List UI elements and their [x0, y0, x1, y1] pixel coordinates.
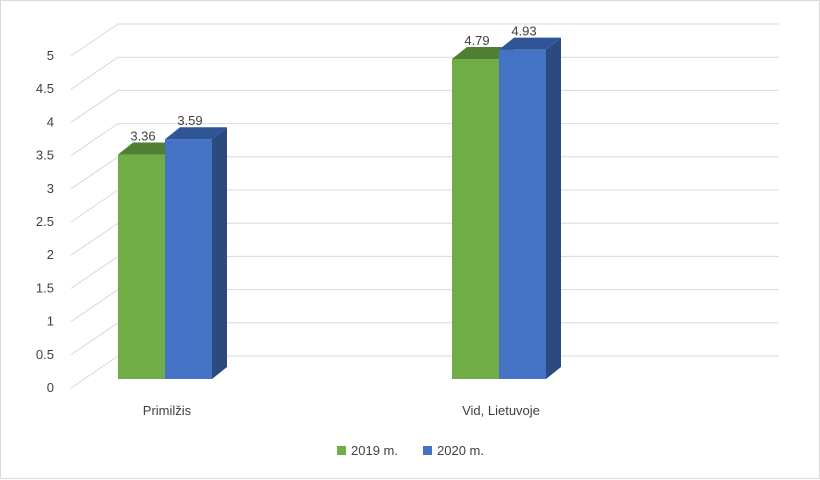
x-category-label: Vid, Lietuvoje [462, 403, 540, 418]
y-tick-label: 5 [47, 48, 54, 63]
bar-top [499, 37, 561, 50]
gridline-diagonal [70, 189, 119, 223]
y-tick-label: 4.5 [36, 81, 54, 96]
legend-swatch [337, 446, 346, 455]
bar-front [118, 154, 165, 379]
bar-front [452, 59, 499, 379]
x-category-label: Primilžis [143, 403, 192, 418]
gridline-diagonal [70, 355, 119, 389]
x-axis-categories: Primilžis Vid, Lietuvoje [143, 403, 540, 418]
y-tick-label: 3.5 [36, 148, 54, 163]
bars [118, 37, 561, 380]
y-tick-label: 4 [47, 114, 54, 129]
data-labels: 3.36 3.59 4.79 4.93 [130, 24, 536, 144]
data-label: 4.79 [464, 33, 489, 48]
gridline-diagonal [70, 89, 119, 123]
gridlines [70, 23, 779, 389]
bar-front [499, 49, 546, 380]
gridline-diagonal [70, 156, 119, 190]
y-tick-label: 2.5 [36, 214, 54, 229]
bar-front [165, 139, 212, 379]
y-tick-label: 1.5 [36, 280, 54, 295]
y-tick-label: 0 [47, 380, 54, 395]
data-label: 3.36 [130, 129, 155, 144]
y-tick-label: 0.5 [36, 347, 54, 362]
data-label: 3.59 [177, 113, 202, 128]
gridline-diagonal [70, 289, 119, 323]
y-tick-label: 2 [47, 247, 54, 262]
gridline-diagonal [70, 322, 119, 356]
legend: 2019 m. 2020 m. [337, 443, 484, 458]
gridline-diagonal [70, 56, 119, 90]
bar-side [546, 37, 561, 380]
legend-label: 2019 m. [351, 443, 398, 458]
gridline-diagonal [70, 255, 119, 289]
data-label: 4.93 [511, 24, 536, 39]
bar-top [118, 142, 180, 155]
gridline-diagonal [70, 123, 119, 157]
legend-label: 2020 m. [437, 443, 484, 458]
bar-side [212, 127, 227, 379]
gridline-diagonal [70, 23, 119, 57]
bar-top [165, 127, 227, 140]
bar-top [452, 47, 514, 60]
y-tick-label: 1 [47, 314, 54, 329]
legend-swatch [423, 446, 432, 455]
y-axis-ticks: 0 0.5 1 1.5 2 2.5 3 3.5 4 4.5 5 [36, 48, 54, 395]
y-tick-label: 3 [47, 181, 54, 196]
gridline-diagonal [70, 222, 119, 256]
